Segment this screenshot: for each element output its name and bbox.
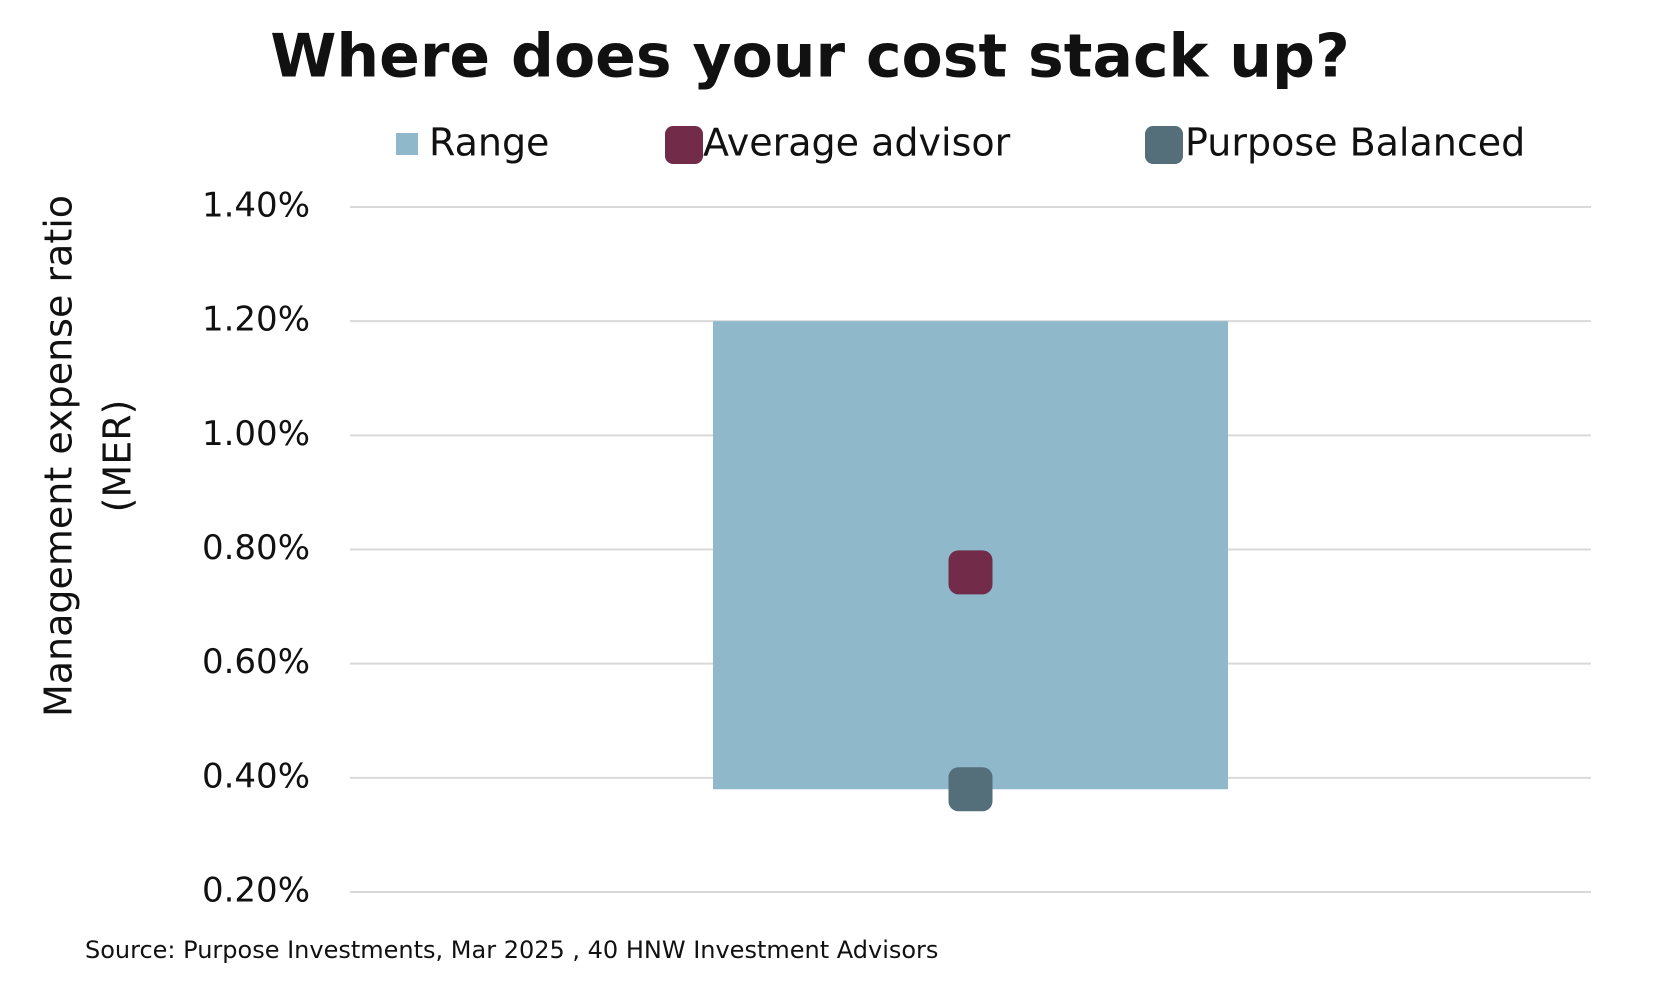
legend-label: Range — [429, 121, 549, 165]
legend-label: Purpose Balanced — [1185, 121, 1525, 165]
y-tick-label: 1.20% — [202, 300, 310, 340]
y-axis-label: (MER) — [96, 400, 140, 513]
y-tick-label: 1.40% — [202, 186, 310, 226]
y-tick-label: 0.60% — [202, 642, 310, 682]
marker — [948, 550, 993, 595]
marker — [948, 767, 993, 812]
legend-swatch — [1145, 126, 1183, 164]
y-axis-label: Management expense ratio — [37, 195, 81, 717]
legend-swatch — [396, 133, 418, 155]
chart-title: Where does your cost stack up? — [270, 22, 1350, 92]
legend-label: Average advisor — [703, 121, 1011, 165]
y-tick-label: 0.20% — [202, 871, 310, 911]
y-tick-label: 0.80% — [202, 528, 310, 568]
legend-swatch — [665, 126, 703, 164]
y-tick-label: 1.00% — [202, 414, 310, 454]
y-tick-label: 0.40% — [202, 756, 310, 796]
source-note: Source: Purpose Investments, Mar 2025 , … — [85, 936, 938, 964]
